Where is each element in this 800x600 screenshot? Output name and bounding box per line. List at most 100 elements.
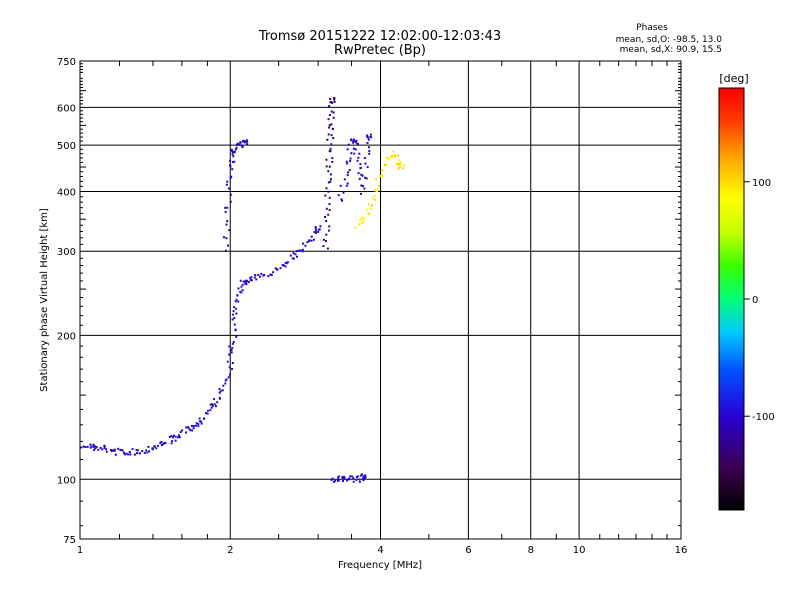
data-point [328, 196, 331, 199]
data-point [229, 159, 232, 162]
data-point [237, 287, 240, 290]
data-point [369, 207, 372, 210]
data-point [347, 143, 350, 146]
data-point [394, 156, 397, 159]
data-point [270, 273, 273, 276]
data-point [225, 237, 228, 240]
data-point [401, 167, 404, 170]
data-point [226, 180, 229, 183]
data-point [373, 194, 376, 197]
data-point [397, 159, 400, 162]
data-point [231, 150, 234, 153]
data-point [197, 425, 200, 428]
data-point [246, 140, 249, 143]
data-point [234, 300, 237, 303]
data-point [187, 426, 190, 429]
data-point [225, 183, 228, 186]
data-point [399, 164, 402, 167]
data-point [168, 435, 171, 438]
data-point [368, 212, 371, 215]
data-point [381, 175, 384, 178]
data-point [224, 382, 227, 385]
data-point [353, 152, 356, 155]
data-point [353, 140, 356, 143]
data-point [170, 442, 173, 445]
data-point [364, 475, 367, 478]
data-point [328, 209, 331, 212]
data-point [241, 283, 244, 286]
data-point [383, 163, 386, 166]
data-point [138, 452, 141, 455]
data-point [308, 239, 311, 242]
data-point [119, 448, 122, 451]
y-axis-label: Stationary phase Virtual Height [km] [39, 208, 50, 392]
data-points [80, 96, 406, 483]
data-point [224, 206, 227, 209]
data-point [322, 245, 325, 248]
data-point [255, 278, 258, 281]
data-point [117, 447, 120, 450]
data-point [258, 275, 261, 278]
data-point [241, 145, 244, 148]
data-point [327, 229, 330, 232]
data-point [164, 442, 167, 445]
data-point [147, 445, 150, 448]
data-point [325, 165, 328, 168]
data-point [327, 213, 330, 216]
data-point [371, 197, 374, 200]
data-point [262, 274, 265, 277]
data-point [198, 420, 201, 423]
data-point [143, 451, 146, 454]
data-point [227, 244, 230, 247]
data-point [327, 170, 330, 173]
data-point [352, 140, 355, 143]
data-point [328, 165, 331, 168]
data-point [324, 194, 327, 197]
data-point [231, 342, 234, 345]
data-point [328, 124, 331, 127]
data-point [346, 182, 349, 185]
data-point [374, 189, 377, 192]
data-point [226, 220, 229, 223]
data-point [284, 261, 287, 264]
data-point [325, 207, 328, 210]
data-point [231, 313, 234, 316]
data-point [233, 151, 236, 154]
data-point [195, 424, 198, 427]
data-point [230, 148, 233, 151]
data-point [330, 123, 333, 126]
data-point [341, 477, 344, 480]
data-point [209, 409, 212, 412]
data-point [328, 225, 331, 228]
data-point [235, 307, 238, 310]
data-point [224, 210, 227, 213]
data-point [304, 244, 307, 247]
y-tick-label: 200 [57, 331, 76, 342]
data-point [246, 143, 249, 146]
data-point [135, 452, 138, 455]
data-point [224, 249, 227, 252]
data-point [349, 475, 352, 478]
data-point [332, 111, 335, 114]
data-point [133, 453, 136, 456]
data-point [232, 310, 235, 313]
data-point [328, 114, 331, 117]
data-point [211, 404, 214, 407]
data-point [110, 448, 113, 451]
phase-stats-x: mean, sd,X: 90.9, 15.5 [620, 45, 722, 55]
data-point [253, 276, 256, 279]
data-point [341, 480, 344, 483]
data-point [97, 448, 100, 451]
data-point [331, 477, 334, 480]
x-tick-label: 1 [77, 545, 83, 556]
data-point [329, 178, 332, 181]
x-tick-label: 10 [573, 545, 586, 556]
data-point [361, 222, 364, 225]
data-point [229, 164, 232, 167]
data-point [232, 161, 235, 164]
data-point [363, 187, 366, 190]
data-point [314, 226, 317, 229]
data-point [346, 174, 349, 177]
data-point [364, 162, 367, 165]
